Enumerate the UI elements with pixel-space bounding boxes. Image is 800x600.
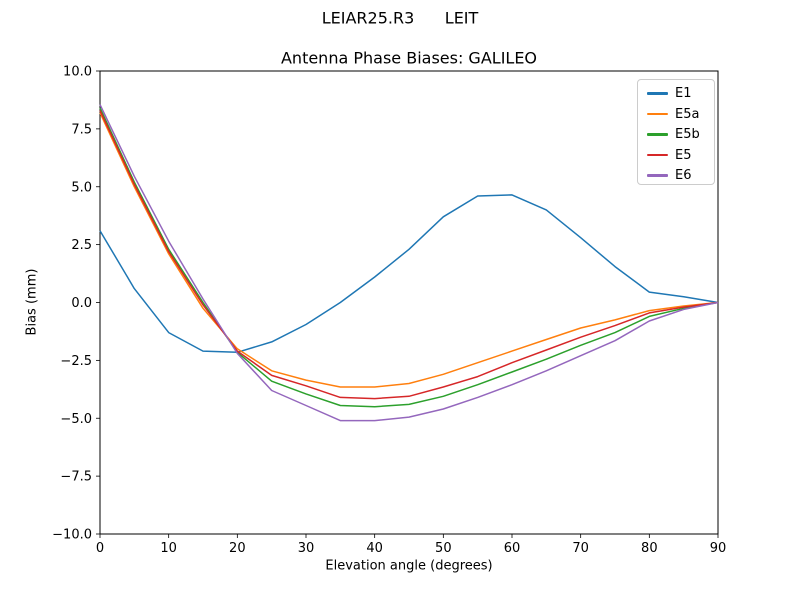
y-tick-label: 0.0 xyxy=(71,296,92,311)
series-line-E5a xyxy=(99,112,719,388)
legend-item-E1: E1 xyxy=(647,87,714,100)
legend: E1 E5a E5b E5 E6 xyxy=(637,79,715,185)
legend-color-swatch xyxy=(647,174,668,177)
legend-color-swatch xyxy=(647,112,668,116)
y-tick-label: −10.0 xyxy=(52,528,92,543)
series-line-E5b xyxy=(99,107,719,408)
y-tick-label: −7.5 xyxy=(60,470,92,485)
y-tick-label: −2.5 xyxy=(60,354,92,369)
x-tick-label: 80 xyxy=(641,541,658,556)
x-tick-label: 20 xyxy=(229,541,246,556)
legend-color-swatch xyxy=(647,92,668,95)
x-tick-label: 60 xyxy=(504,541,521,556)
figure-suptitle: LEIAR25.R3 LEIT xyxy=(321,8,479,28)
series-line-E1 xyxy=(99,194,719,354)
x-tick-label: 50 xyxy=(435,541,452,556)
x-tick-label: 70 xyxy=(572,541,589,556)
legend-item-E5b: E5b xyxy=(647,128,714,141)
legend-item-E6: E6 xyxy=(647,169,714,182)
series-line-E5 xyxy=(99,110,719,400)
x-axis-label: Elevation angle (degrees) xyxy=(325,558,493,574)
y-tick-label: 7.5 xyxy=(71,122,92,137)
legend-item-E5: E5 xyxy=(647,149,714,162)
axes-title: Antenna Phase Biases: GALILEO xyxy=(280,48,538,68)
legend-item-label: E5b xyxy=(675,127,700,142)
legend-item-E5a: E5a xyxy=(647,108,714,121)
y-tick-label: 2.5 xyxy=(71,238,92,253)
x-tick-label: 10 xyxy=(160,541,177,556)
y-tick-label: −5.0 xyxy=(60,412,92,427)
legend-item-label: E5 xyxy=(675,147,692,163)
y-tick-label: 10.0 xyxy=(63,65,92,80)
legend-item-label: E5a xyxy=(675,106,700,122)
legend-color-swatch xyxy=(647,133,668,136)
x-tick-label: 0 xyxy=(96,541,104,556)
y-axis-label: Bias (mm) xyxy=(24,268,40,336)
legend-color-swatch xyxy=(647,153,668,157)
x-tick-label: 30 xyxy=(298,541,315,556)
axes-frame xyxy=(99,70,719,535)
legend-item-label: E1 xyxy=(675,86,692,101)
series-line-E6 xyxy=(99,104,719,422)
x-tick-label: 90 xyxy=(710,541,727,556)
y-tick-label: 5.0 xyxy=(71,180,92,195)
x-tick-label: 40 xyxy=(366,541,383,556)
legend-item-label: E6 xyxy=(675,168,692,183)
